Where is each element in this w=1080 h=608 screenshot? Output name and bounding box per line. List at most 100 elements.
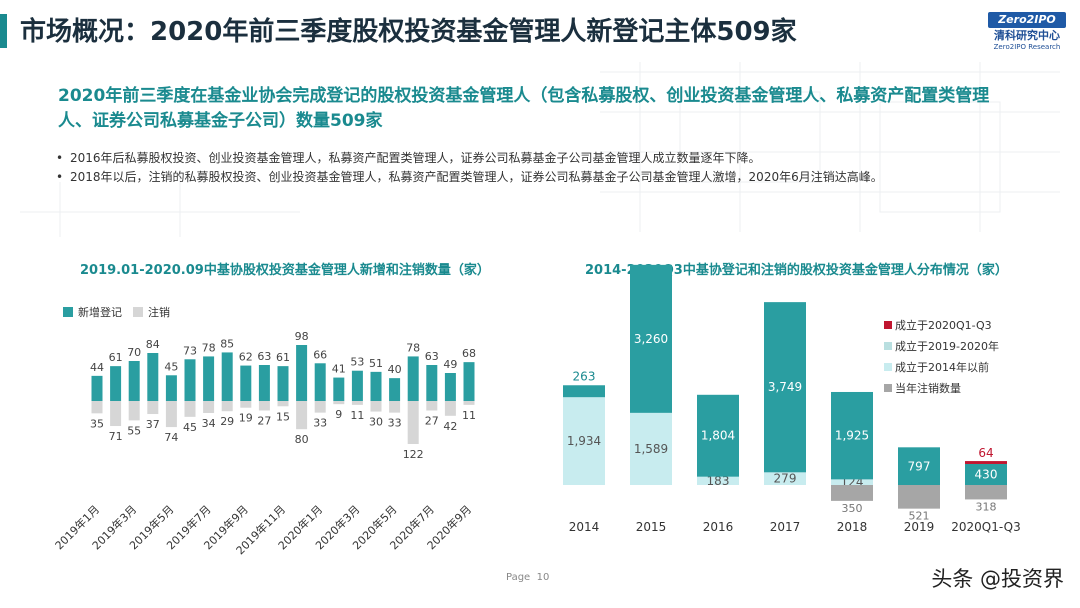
label-cancel: 45: [183, 421, 197, 434]
label-cancel: 74: [164, 431, 178, 444]
label-cancel: 33: [313, 417, 327, 430]
title-accent-bar: [0, 14, 7, 48]
label-new: 63: [425, 350, 439, 363]
x-tick-label: 2014: [569, 520, 600, 534]
bar-segment-teal: [697, 394, 739, 477]
segment-label: 430: [975, 468, 998, 482]
bar-new: [389, 378, 401, 401]
bar-cancel: [147, 401, 159, 415]
page-number-value: 10: [536, 572, 550, 583]
bar-new: [314, 363, 326, 401]
label-cancel: 19: [239, 412, 253, 425]
bar-cancel: [370, 401, 382, 412]
bar-cancel: [463, 401, 475, 405]
bar-segment-light: [630, 412, 672, 485]
segment-label: 1,925: [835, 429, 869, 443]
segment-label: 797: [908, 459, 931, 473]
legend-swatch: [884, 342, 892, 350]
bar-segment-teal: [563, 385, 605, 398]
bar-cancel: [314, 401, 326, 413]
bar-cancel: [407, 401, 419, 444]
segment-label: 1,804: [701, 429, 735, 443]
bar-new: [110, 366, 122, 401]
bar-segment-teal: [764, 302, 806, 473]
label-new: 84: [146, 338, 160, 351]
label-new: 98: [295, 330, 309, 343]
logo-en-name: Zero2IPO Research: [993, 43, 1061, 51]
legend-swatch-cancel: [133, 307, 143, 317]
segment-label: 350: [842, 502, 863, 515]
bar-segment-light: [764, 472, 806, 485]
label-cancel: 42: [443, 420, 457, 433]
label-cancel: 27: [425, 415, 439, 428]
label-new: 53: [350, 356, 364, 369]
bar-cancel: [296, 401, 308, 430]
bar-cancel: [277, 401, 289, 407]
label-cancel: 80: [295, 433, 309, 446]
bar-new: [370, 371, 382, 401]
bar-cancel: [165, 401, 177, 428]
legend-swatch-new: [63, 307, 73, 317]
legend-label: 成立于2019-2020年: [895, 339, 999, 353]
right-chart-title: 2014-2020Q3中基协登记和注销的股权投资基金管理人分布情况（家）: [585, 263, 1008, 278]
bar-segment-teal: [965, 483, 1007, 485]
label-new: 41: [332, 363, 346, 376]
bar-cancel: [426, 401, 438, 411]
bar-new: [426, 365, 438, 401]
segment-label: 3,260: [634, 332, 668, 346]
label-cancel: 55: [127, 424, 141, 437]
bar-new: [407, 356, 419, 401]
label-cancel: 15: [276, 410, 290, 423]
bar-segment-cancel: [965, 485, 1007, 500]
label-new: 61: [276, 351, 290, 364]
bar-new: [277, 366, 289, 401]
source-watermark: 头条 @投资界: [931, 567, 1064, 591]
bar-segment-light: [831, 479, 873, 485]
bar-cancel: [203, 401, 215, 413]
label-cancel: 37: [146, 418, 160, 431]
legend-label-new: 新增登记: [78, 305, 122, 319]
bullet-item: 2018年以后，注销的私募股权投资、创业投资基金管理人，私募资产配置类管理人，证…: [54, 168, 1044, 187]
bar-cancel: [128, 401, 140, 421]
label-cancel: 27: [257, 415, 271, 428]
bar-new: [203, 356, 215, 401]
x-tick-label: 2020Q1-Q3: [951, 520, 1020, 534]
label-cancel: 30: [369, 416, 383, 429]
label-cancel: 71: [109, 430, 123, 443]
bar-cancel: [184, 401, 196, 417]
label-cancel: 11: [350, 409, 364, 422]
label-new: 78: [202, 341, 216, 354]
x-tick-label: 2018: [837, 520, 868, 534]
label-new: 63: [257, 350, 271, 363]
bar-segment-cancel: [831, 485, 873, 501]
segment-label: 3,749: [768, 380, 802, 394]
bar-segment-teal: [630, 264, 672, 413]
bar-cancel: [240, 401, 252, 408]
bullet-list: 2016年后私募股权投资、创业投资基金管理人，私募资产配置类管理人，证券公司私募…: [54, 149, 1044, 187]
segment-label: 279: [774, 472, 797, 486]
label-cancel: 34: [202, 417, 216, 430]
bar-new: [296, 345, 308, 401]
bar-segment-light: [697, 476, 739, 485]
bar-cancel: [389, 401, 401, 413]
legend-label-cancel: 注销: [148, 305, 170, 319]
label-new: 44: [90, 361, 104, 374]
bar-new: [147, 353, 159, 401]
bar-segment-light: [563, 397, 605, 485]
logo-cn-name: 清科研究中心: [994, 29, 1060, 42]
segment-label: 318: [976, 500, 997, 513]
x-tick-label: 2019: [904, 520, 935, 534]
bar-new: [463, 362, 475, 401]
summary-headline: 2020年前三季度在基金业协会完成登记的股权投资基金管理人（包含私募股权、创业投…: [58, 86, 990, 131]
legend-swatch: [884, 321, 892, 329]
label-new: 45: [164, 360, 178, 373]
bar-new: [91, 375, 103, 401]
label-new: 40: [388, 363, 402, 376]
page-title: 市场概况：2020年前三季度股权投资基金管理人新登记主体509家: [20, 17, 797, 47]
label-new: 61: [109, 351, 123, 364]
bar-segment-recent: [898, 447, 940, 484]
bar-new: [128, 361, 140, 401]
bar-new: [258, 365, 270, 401]
segment-label: 183: [707, 474, 730, 488]
